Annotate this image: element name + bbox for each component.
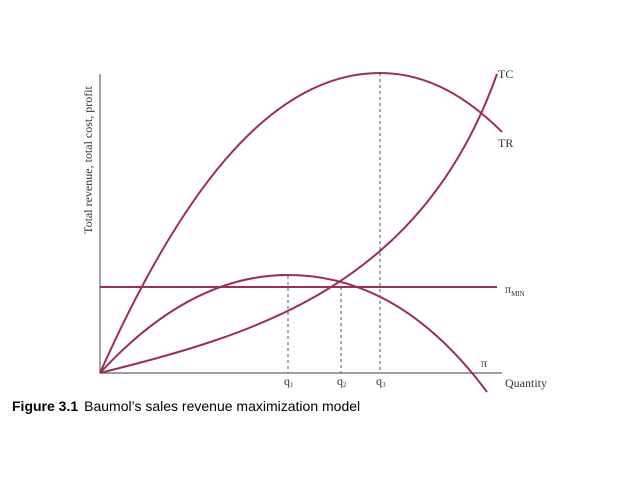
tc-label: TC [498,67,513,81]
x-axis-label: Quantity [505,376,547,390]
q3-label: q3 [376,374,386,389]
caption-text: Baumol’s sales revenue maximization mode… [84,398,360,414]
base: q [337,374,343,388]
profit-label: π [481,356,487,370]
profit-curve [99,273,488,393]
symbol: π [505,282,511,296]
tr-label: TR [498,136,513,150]
subscript: MIN [511,290,525,298]
q1-label: q1 [284,374,294,389]
q2-label: q2 [337,374,347,389]
caption-number: Figure 3.1 [12,398,78,414]
base: q [284,374,290,388]
profit-min-label: πMIN [505,282,525,298]
tr-curve [99,71,503,374]
sub: 3 [382,381,386,389]
y-axis-label: Total revenue, total cost, profit [81,85,95,233]
sub: 2 [343,381,347,389]
tc-curve [99,73,498,374]
base: q [376,374,382,388]
caption: Figure 3.1 Baumol’s sales revenue maximiz… [12,398,360,414]
sub: 1 [290,381,294,389]
